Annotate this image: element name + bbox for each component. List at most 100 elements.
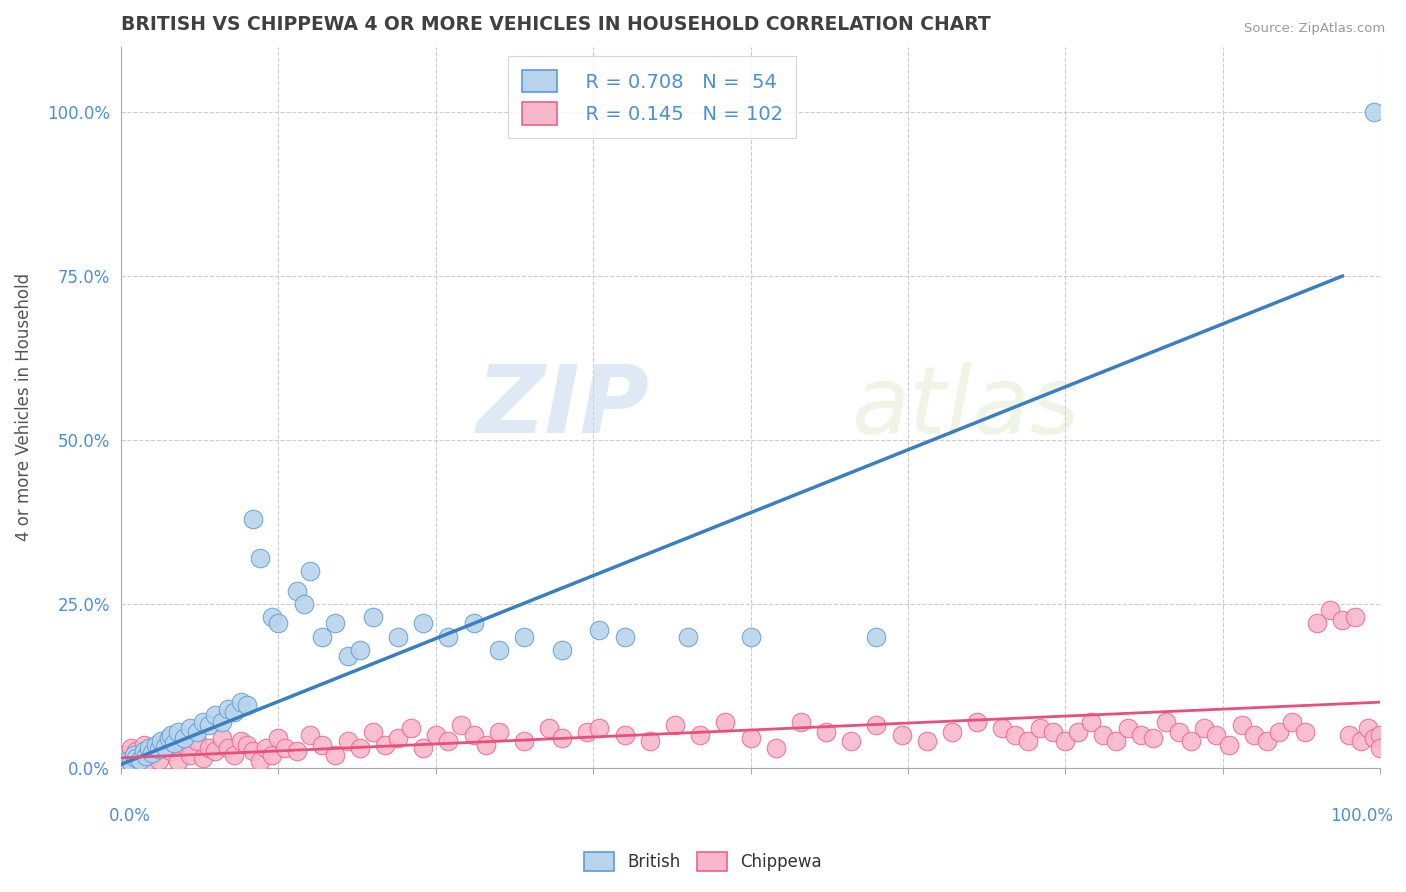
Point	[114, 747, 136, 762]
Point	[224, 747, 246, 762]
Legend: British, Chippewa: British, Chippewa	[575, 843, 831, 880]
Point	[153, 739, 176, 754]
Text: ZIP: ZIP	[477, 361, 650, 453]
Point	[387, 731, 409, 746]
Point	[217, 702, 239, 716]
Point	[839, 734, 862, 748]
Point	[117, 754, 139, 768]
Point	[150, 734, 173, 748]
Point	[125, 751, 148, 765]
Point	[349, 741, 371, 756]
Point	[292, 597, 315, 611]
Point	[198, 741, 221, 756]
Point	[120, 756, 142, 770]
Point	[191, 751, 214, 765]
Text: 0.0%: 0.0%	[108, 807, 150, 825]
Point	[122, 747, 145, 762]
Point	[336, 649, 359, 664]
Point	[1331, 613, 1354, 627]
Point	[229, 734, 252, 748]
Point	[664, 718, 686, 732]
Point	[1092, 728, 1115, 742]
Point	[1337, 728, 1360, 742]
Point	[1180, 734, 1202, 748]
Point	[267, 616, 290, 631]
Point	[336, 734, 359, 748]
Point	[513, 734, 536, 748]
Point	[1344, 610, 1367, 624]
Point	[186, 734, 208, 748]
Point	[128, 753, 150, 767]
Point	[128, 751, 150, 765]
Point	[267, 731, 290, 746]
Point	[198, 718, 221, 732]
Point	[262, 610, 284, 624]
Point	[412, 741, 434, 756]
Point	[298, 564, 321, 578]
Point	[135, 756, 157, 770]
Point	[765, 741, 787, 756]
Point	[141, 747, 163, 762]
Point	[588, 623, 610, 637]
Point	[513, 630, 536, 644]
Point	[538, 722, 561, 736]
Point	[242, 744, 264, 758]
Point	[191, 714, 214, 729]
Point	[1105, 734, 1128, 748]
Point	[1369, 741, 1392, 756]
Point	[613, 728, 636, 742]
Point	[1357, 722, 1379, 736]
Legend:   R = 0.708   N =  54,   R = 0.145   N = 102: R = 0.708 N = 54, R = 0.145 N = 102	[509, 56, 796, 138]
Point	[1167, 724, 1189, 739]
Point	[160, 728, 183, 742]
Point	[387, 630, 409, 644]
Point	[1017, 734, 1039, 748]
Point	[298, 728, 321, 742]
Point	[1042, 724, 1064, 739]
Point	[153, 741, 176, 756]
Point	[361, 724, 384, 739]
Point	[323, 616, 346, 631]
Point	[117, 754, 139, 768]
Point	[1319, 603, 1341, 617]
Point	[249, 754, 271, 768]
Point	[211, 731, 233, 746]
Point	[425, 728, 447, 742]
Point	[412, 616, 434, 631]
Point	[1218, 738, 1240, 752]
Point	[463, 616, 485, 631]
Point	[1129, 728, 1152, 742]
Point	[254, 741, 277, 756]
Point	[249, 551, 271, 566]
Point	[1004, 728, 1026, 742]
Point	[148, 753, 170, 767]
Point	[285, 583, 308, 598]
Point	[1362, 731, 1385, 746]
Point	[1268, 724, 1291, 739]
Point	[141, 746, 163, 760]
Point	[374, 738, 396, 752]
Point	[1230, 718, 1253, 732]
Point	[166, 754, 188, 768]
Point	[1205, 728, 1227, 742]
Point	[740, 731, 762, 746]
Point	[323, 747, 346, 762]
Point	[179, 722, 201, 736]
Point	[550, 731, 572, 746]
Point	[311, 630, 333, 644]
Point	[166, 724, 188, 739]
Point	[915, 734, 938, 748]
Text: 100.0%: 100.0%	[1330, 807, 1393, 825]
Point	[173, 738, 195, 752]
Point	[163, 736, 186, 750]
Point	[236, 738, 259, 752]
Text: BRITISH VS CHIPPEWA 4 OR MORE VEHICLES IN HOUSEHOLD CORRELATION CHART: BRITISH VS CHIPPEWA 4 OR MORE VEHICLES I…	[121, 15, 991, 34]
Point	[463, 728, 485, 742]
Point	[120, 741, 142, 756]
Point	[311, 738, 333, 752]
Text: atlas: atlas	[851, 361, 1080, 452]
Point	[1067, 724, 1090, 739]
Point	[865, 630, 887, 644]
Point	[966, 714, 988, 729]
Point	[1116, 722, 1139, 736]
